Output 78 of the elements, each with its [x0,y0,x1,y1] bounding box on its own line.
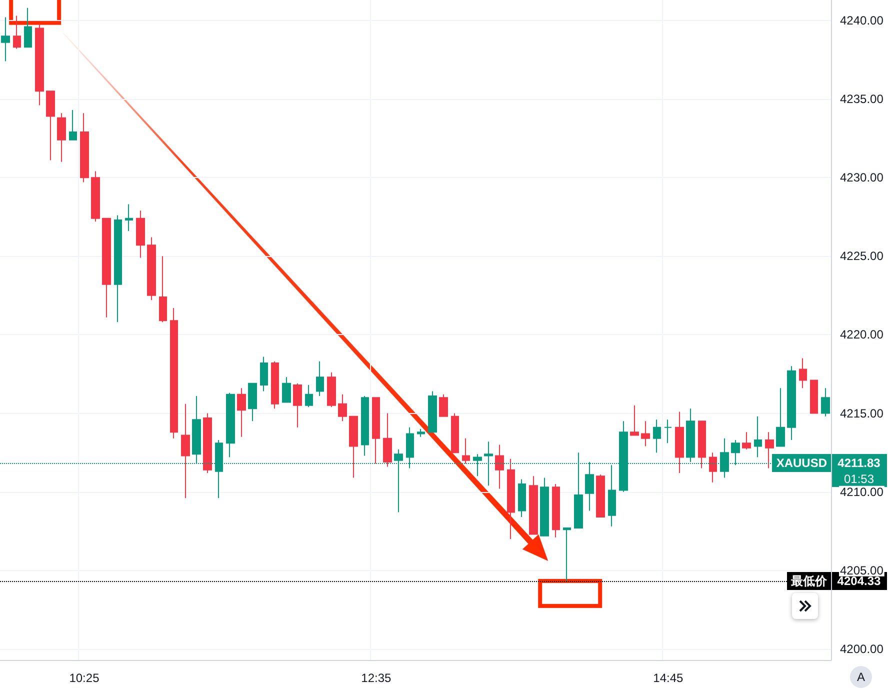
y-tick-label: 4215.00 [840,406,884,420]
candlestick [552,484,560,538]
candlestick [495,444,504,490]
candlestick [203,412,212,474]
candlestick [316,360,324,396]
candlestick [349,416,358,478]
candlestick [742,432,751,450]
candlestick [260,356,268,392]
candlestick [159,256,167,323]
candlestick [596,474,605,518]
candlestick [361,396,369,456]
candlestick [799,358,807,389]
candlestick [125,204,133,232]
candlestick [91,170,100,222]
candlestick [35,23,44,106]
y-tick-label: 4210.00 [840,484,884,499]
text: 4211.83 [831,454,887,472]
y-tick-label: 4235.00 [840,92,884,106]
candlestick [338,394,347,422]
x-tick-label: 10:25 [69,671,100,685]
candlestick [776,388,785,447]
candlestick [102,218,111,318]
candlestick [664,419,672,444]
y-tick-label: 4220.00 [840,328,884,342]
candlestick [170,308,178,439]
candlestick [608,464,616,527]
candlestick [24,7,32,48]
candlestick [754,416,762,458]
candlestick [787,366,796,440]
candlestick [372,397,380,464]
ref-line-label: 最低价 [787,572,831,590]
candlestick [383,412,392,468]
candlestick [114,214,122,323]
candlestick [417,428,425,438]
candlestick [327,372,336,408]
candlestick [641,420,650,447]
candlestick [529,476,538,535]
candlestick [69,110,77,140]
candlestick [653,419,661,454]
candlestick [80,112,89,183]
candlestick [282,376,291,403]
candlestick [709,452,717,483]
candlestick [675,411,684,474]
candlestick [428,390,437,433]
candlestick [181,403,190,499]
x-tick-label: 14:45 [653,671,684,685]
candlestick [451,412,459,454]
candlestick [147,236,156,301]
candlestick [540,477,549,536]
candlestick [1,16,10,62]
ref-line-label: XAUUSD [772,454,831,472]
candlestick [765,432,774,469]
candlestick [439,394,448,417]
candlestick [136,210,145,258]
candlestick [305,384,313,408]
candlestick [271,360,279,410]
text: 01:53 [831,472,887,488]
candlestick [563,528,571,582]
candlestick [462,438,470,464]
candlestick [293,382,302,428]
candlestick [821,388,830,417]
y-tick-label: 4230.00 [840,170,884,185]
candlestick [237,388,246,438]
y-tick-label: 4200.00 [840,642,884,656]
candlestick [226,392,235,458]
candlestick [13,15,21,50]
candlestick [507,458,515,540]
candlestick [57,112,66,162]
candlestick [46,90,55,161]
candlestick [810,380,818,414]
y-tick-label: 4225.00 [840,249,884,264]
candlestick [518,478,526,518]
x-tick-label: 12:35 [361,671,392,685]
candlestick [630,404,639,436]
candlestick [248,382,257,422]
candlestick [698,420,706,469]
text: A [850,666,872,688]
y-tick-label: 4240.00 [840,13,884,28]
